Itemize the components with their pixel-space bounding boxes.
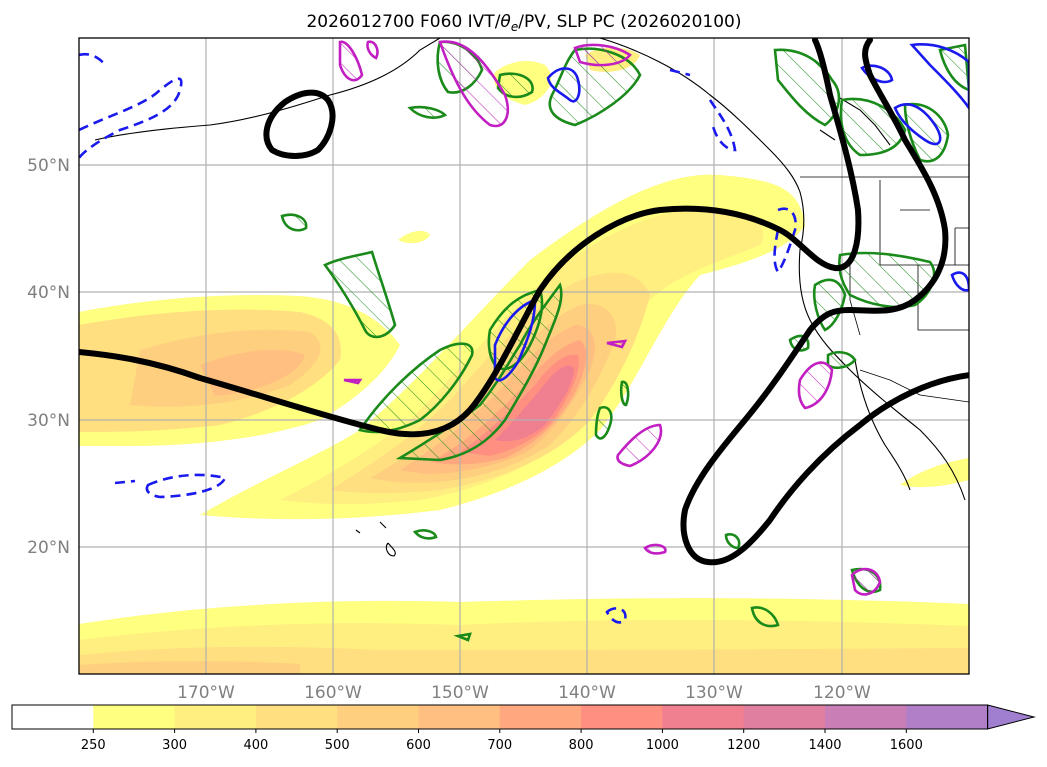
pv-contours-magenta	[338, 40, 882, 596]
colorbar-segment	[174, 705, 257, 729]
lat-label-20n: 20°N	[27, 538, 70, 558]
colorbar-tick-label: 1600	[890, 738, 923, 753]
lon-label-140w: 140°W	[558, 683, 616, 703]
colorbar-segment	[906, 705, 989, 729]
lon-label-130w: 130°W	[685, 683, 743, 703]
colorbar-tick-label: 1000	[646, 738, 679, 753]
colorbar-segment	[418, 705, 501, 729]
colorbar: 250 300 400 500 600 700 800 1000 1200 1400 1600	[11, 704, 1036, 753]
colorbar-tick-label: 1400	[808, 738, 841, 753]
pv-contours-green	[280, 40, 969, 642]
colorbar-segment	[581, 705, 663, 729]
longitude-labels: 170°W 160°W 150°W 140°W 130°W 120°W	[177, 683, 871, 703]
map-panel	[79, 38, 969, 674]
lon-label-160w: 160°W	[304, 683, 362, 703]
colorbar-tick-label: 400	[243, 738, 268, 753]
chart-title: 2026012700 F060 IVT/θe/PV, SLP PC (20260…	[306, 12, 741, 34]
colorbar-tick-label: 700	[487, 738, 512, 753]
latitude-labels: 50°N 40°N 30°N 20°N	[27, 156, 70, 558]
colorbar-tick-label: 300	[162, 738, 187, 753]
slp-pc-contours	[79, 38, 969, 566]
lon-label-150w: 150°W	[431, 683, 489, 703]
colorbar-tick-label: 250	[81, 738, 106, 753]
colorbar-segment	[499, 705, 582, 729]
colorbar-extend-arrow	[987, 704, 1036, 730]
map-frame	[78, 37, 970, 675]
lat-label-40n: 40°N	[27, 283, 70, 303]
theta-e-contours	[79, 43, 969, 624]
colorbar-tick-label: 500	[325, 738, 350, 753]
colorbar-segment	[255, 705, 338, 729]
colorbar-segment	[825, 705, 907, 729]
colorbar-tick-label: 1200	[727, 738, 760, 753]
lat-label-30n: 30°N	[27, 411, 70, 431]
colorbar-tick-label: 800	[569, 738, 594, 753]
colorbar-segment	[743, 705, 826, 729]
colorbar-segment	[662, 705, 745, 729]
colorbar-segment	[12, 705, 94, 729]
lon-label-170w: 170°W	[177, 683, 235, 703]
colorbar-segment	[93, 705, 176, 729]
lat-label-50n: 50°N	[27, 156, 70, 176]
colorbar-segment	[337, 705, 419, 729]
lon-label-120w: 120°W	[813, 683, 871, 703]
colorbar-tick-label: 600	[406, 738, 431, 753]
